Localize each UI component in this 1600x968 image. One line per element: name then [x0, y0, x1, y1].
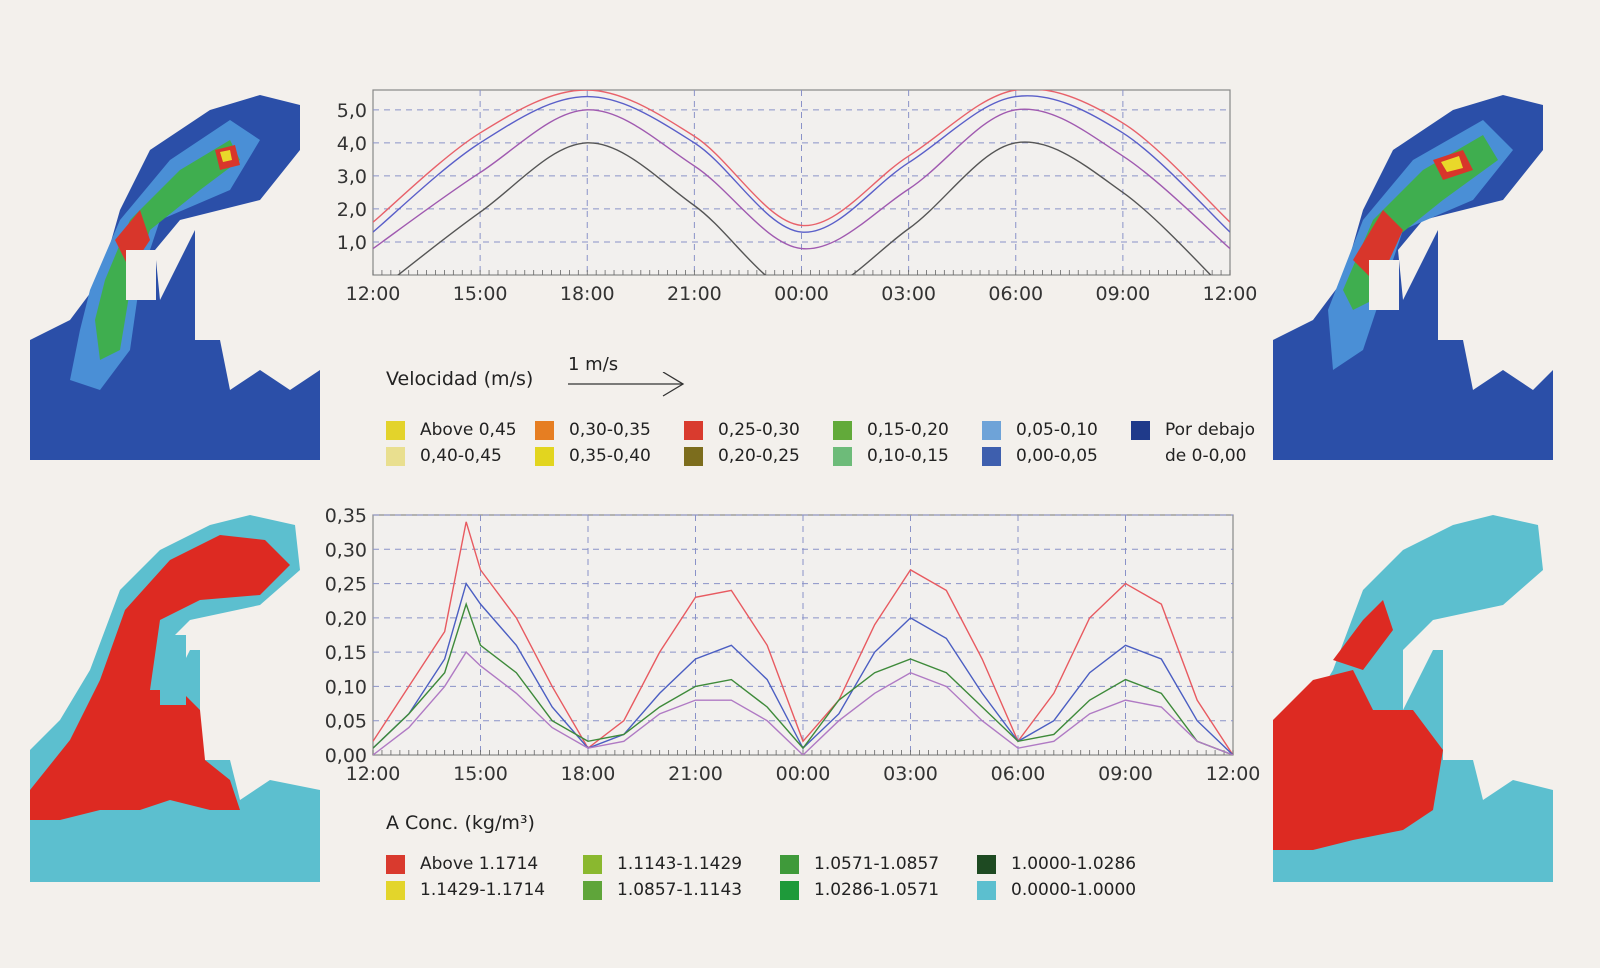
legend-label: 0,10-0,15 [867, 446, 949, 466]
y-tick-label: 0,30 [325, 539, 367, 561]
legend-swatch [780, 881, 799, 900]
x-tick-label: 12:00 [1203, 283, 1258, 305]
concentration-map-right [1273, 510, 1553, 882]
legend-swatch [386, 855, 405, 874]
y-tick-label: 0,10 [325, 676, 367, 698]
x-tick-label: 06:00 [991, 763, 1046, 785]
y-tick-label: 2,0 [337, 199, 367, 221]
series-line [373, 601, 1233, 755]
legend-label: 0,30-0,35 [569, 420, 651, 440]
legend-swatch [583, 855, 602, 874]
y-tick-label: 4,0 [337, 133, 367, 155]
legend-label: 0,20-0,25 [718, 446, 800, 466]
legend-swatch [780, 855, 799, 874]
series-line [373, 651, 1233, 755]
legend-swatch [977, 855, 996, 874]
x-tick-label: 12:00 [346, 283, 401, 305]
x-tick-label: 06:00 [988, 283, 1043, 305]
y-tick-label: 0,25 [325, 574, 367, 596]
legend-label: 0,05-0,10 [1016, 420, 1098, 440]
x-tick-label: 18:00 [561, 763, 616, 785]
y-tick-label: 0,20 [325, 608, 367, 630]
x-tick-label: 09:00 [1095, 283, 1150, 305]
legend-swatch [386, 421, 405, 440]
x-tick-label: 21:00 [667, 283, 722, 305]
legend-label: 1.0000-1.0286 [1011, 854, 1137, 874]
legend-swatch [684, 447, 703, 466]
legend-swatch [833, 447, 852, 466]
legend-label: 0,35-0,40 [569, 446, 651, 466]
legend-swatch [982, 421, 1001, 440]
legend-label: 1.0857-1.1143 [617, 880, 743, 900]
legend-swatch [982, 447, 1001, 466]
legend-label: de 0-0,00 [1165, 446, 1247, 466]
legend-label: Above 1.1714 [420, 854, 539, 874]
legend-label: 0,40-0,45 [420, 446, 502, 466]
legend-label: 1.0571-1.0857 [814, 854, 940, 874]
series-line [373, 108, 1230, 250]
y-tick-label: 0,05 [325, 711, 367, 733]
legend-label: 0,00-0,05 [1016, 446, 1098, 466]
legend-swatch [833, 421, 852, 440]
y-tick-label: 1,0 [337, 232, 367, 254]
concentration-map-left [30, 510, 320, 882]
velocity-legend-title: Velocidad (m/s) [386, 368, 534, 390]
x-tick-label: 03:00 [881, 283, 936, 305]
series-line [397, 141, 1212, 275]
legend-label: 1.0286-1.0571 [814, 880, 940, 900]
legend-swatch [583, 881, 602, 900]
legend-swatch [1131, 421, 1150, 440]
legend-label: 0,25-0,30 [718, 420, 800, 440]
scale-arrow-icon [568, 372, 685, 397]
legend-swatch [386, 447, 405, 466]
y-tick-label: 0,15 [325, 642, 367, 664]
velocity-chart: 12:00 15:00 18:00 21:00 00:00 03:00 06:00 09:00… [337, 89, 1258, 305]
x-tick-label: 12:00 [1206, 763, 1260, 785]
y-tick-label: 0,00 [325, 745, 367, 767]
series-line [373, 95, 1230, 233]
x-tick-label: 15:00 [453, 283, 508, 305]
series-line [373, 581, 1233, 755]
legend-label: 1.1143-1.1429 [617, 854, 743, 874]
x-tick-label: 18:00 [560, 283, 615, 305]
x-tick-label: 00:00 [776, 763, 831, 785]
x-tick-label: 12:00 [346, 763, 401, 785]
x-tick-label: 15:00 [453, 763, 508, 785]
legend-swatch [684, 421, 703, 440]
x-tick-label: 00:00 [774, 283, 829, 305]
legend-label: Above 0,45 [420, 420, 517, 440]
legend-label: 0.0000-1.0000 [1011, 880, 1137, 900]
concentration-chart: 12:00 15:00 18:00 21:00 00:00 03:00 06:00 09:00… [325, 505, 1260, 785]
legend-swatch [535, 421, 554, 440]
series-line [373, 90, 1230, 227]
legend-label: Por debajo [1165, 420, 1256, 440]
velocity-map-left [30, 90, 320, 460]
y-tick-label: 0,35 [325, 505, 367, 527]
legend-label: 1.1429-1.1714 [420, 880, 546, 900]
legend-swatch [386, 881, 405, 900]
y-tick-label: 3,0 [337, 166, 367, 188]
legend-label: 0,15-0,20 [867, 420, 949, 440]
legend-swatch [977, 881, 996, 900]
y-tick-label: 5,0 [337, 100, 367, 122]
legend-swatch [535, 447, 554, 466]
scale-arrow-label: 1 m/s [568, 354, 619, 375]
concentration-legend-title: A Conc. (kg/m³) [386, 812, 535, 834]
x-tick-label: 09:00 [1098, 763, 1153, 785]
x-tick-label: 03:00 [883, 763, 938, 785]
x-tick-label: 21:00 [668, 763, 723, 785]
series-line [373, 521, 1233, 755]
velocity-map-right [1273, 90, 1553, 460]
